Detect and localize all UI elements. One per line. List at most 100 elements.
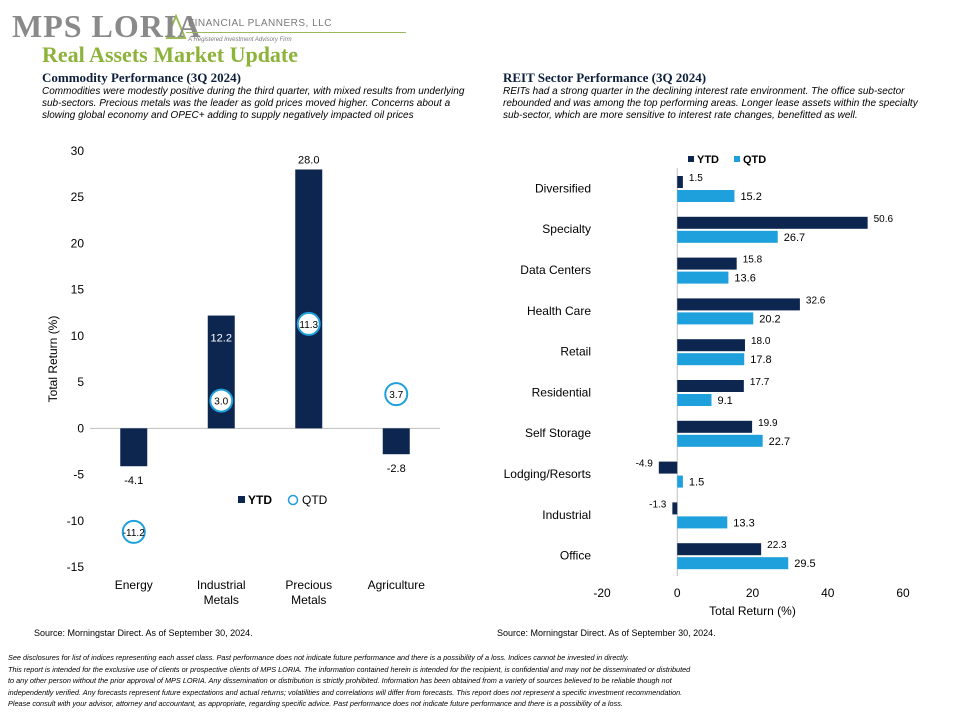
y-tick-label: -5 xyxy=(73,468,84,482)
x-category-label: Industrial xyxy=(197,578,246,592)
x-category-label: Energy xyxy=(115,578,153,592)
y-category-label: Lodging/Resorts xyxy=(504,467,591,481)
qtd-data-label: 9.1 xyxy=(717,395,732,407)
logo-subtitle: FINANCIAL PLANNERS, LLC xyxy=(188,18,332,29)
qtd-data-label: 11.3 xyxy=(299,320,318,331)
ytd-bar xyxy=(677,420,753,433)
qtd-data-label: 20.2 xyxy=(759,313,780,325)
x-tick-label: 40 xyxy=(821,586,835,600)
x-axis-label: Total Return (%) xyxy=(709,604,796,618)
reit-section-title: REIT Sector Performance (3Q 2024) xyxy=(503,70,707,85)
y-category-label: Self Storage xyxy=(525,426,591,440)
qtd-data-label: 3.0 xyxy=(214,397,228,408)
y-category-label: Data Centers xyxy=(520,263,591,277)
qtd-data-label: 26.7 xyxy=(784,232,805,244)
ytd-bar xyxy=(672,502,678,515)
qtd-marker xyxy=(209,388,234,413)
x-category-label: Metals xyxy=(291,593,326,607)
x-category-label: Metals xyxy=(204,593,239,607)
logo-mark-icon xyxy=(165,14,187,39)
y-category-label: Retail xyxy=(560,345,591,359)
qtd-data-label: 3.7 xyxy=(389,390,403,401)
qtd-bar xyxy=(677,312,754,325)
legend-qtd-label: QTD xyxy=(743,154,766,166)
disclaimer-line: Please consult with your advisor, attorn… xyxy=(8,699,623,709)
ytd-bar xyxy=(295,169,323,429)
qtd-bar xyxy=(677,557,789,570)
legend-ytd-swatch xyxy=(688,156,694,162)
ytd-data-label: 18.0 xyxy=(751,336,771,347)
ytd-data-label: 22.3 xyxy=(767,540,787,551)
ytd-data-label: 15.8 xyxy=(743,255,763,266)
qtd-bar xyxy=(677,434,763,447)
legend-qtd-swatch xyxy=(287,494,299,506)
legend-qtd-swatch xyxy=(734,156,740,162)
x-tick-label: 0 xyxy=(674,586,681,600)
ytd-bar xyxy=(120,428,148,467)
qtd-bar xyxy=(677,516,728,529)
qtd-data-label: -11.2 xyxy=(123,528,145,539)
legend-ytd-label: YTD xyxy=(697,154,719,166)
ytd-bar xyxy=(677,176,683,188)
y-category-label: Diversified xyxy=(535,181,591,195)
reit-chart: YTD QTD Diversified 1.5 15.2 Specialty 50.6 26.… xyxy=(504,154,910,618)
y-category-label: Health Care xyxy=(527,304,591,318)
legend-ytd-swatch xyxy=(238,496,245,503)
x-tick-label: 60 xyxy=(896,586,910,600)
qtd-marker xyxy=(296,311,321,336)
disclaimer-line: independently verified. Any forecasts re… xyxy=(8,687,683,697)
y-category-label: Specialty xyxy=(542,222,591,236)
legend-ytd-label: YTD xyxy=(248,493,272,507)
logo-name: MPS LORIA xyxy=(12,8,202,44)
x-category-label: Precious xyxy=(285,578,332,592)
y-tick-label: 10 xyxy=(71,329,85,343)
qtd-data-label: 15.2 xyxy=(740,191,761,203)
company-logo: MPS LORIA FINANCIAL PLANNERS, LLC A Regi… xyxy=(10,8,406,48)
qtd-data-label: 1.5 xyxy=(689,477,704,489)
ytd-data-label: -4.1 xyxy=(124,475,143,487)
ytd-bar xyxy=(677,257,737,270)
y-tick-label: -10 xyxy=(67,514,85,528)
y-tick-label: 25 xyxy=(71,190,85,204)
x-tick-label: -20 xyxy=(593,586,611,600)
disclaimer: See disclosures for list of indices repr… xyxy=(8,652,928,710)
qtd-bar xyxy=(677,230,778,243)
reit-description: REITs had a strong quarter in the declin… xyxy=(503,86,918,121)
qtd-bar xyxy=(677,271,729,284)
qtd-marker xyxy=(121,519,146,544)
qtd-bar xyxy=(677,190,735,202)
ytd-data-label: -2.8 xyxy=(387,463,406,475)
qtd-data-label: 13.3 xyxy=(733,517,754,529)
ytd-data-label: 19.9 xyxy=(758,418,778,429)
ytd-bar xyxy=(677,298,800,311)
ytd-bar xyxy=(382,428,410,455)
ytd-bar xyxy=(677,216,868,229)
x-category-label: Agriculture xyxy=(368,578,426,592)
y-category-label: Residential xyxy=(532,385,591,399)
commodity-chart: -15 -10 -5 0 5 10 15 20 25 30 Total Return (%) -4.1… xyxy=(46,144,440,607)
commodity-description: Commodities were modestly positive durin… xyxy=(42,86,465,121)
qtd-bar xyxy=(677,475,683,488)
x-tick-label: 20 xyxy=(746,586,760,600)
ytd-data-label: 32.6 xyxy=(806,295,826,306)
ytd-data-label: 12.2 xyxy=(211,333,232,345)
logo-tagline: A Registered Investment Advisory Firm xyxy=(188,37,292,43)
y-axis-label: Total Return (%) xyxy=(46,316,60,403)
ytd-data-label: 50.6 xyxy=(874,214,894,225)
y-tick-label: 20 xyxy=(71,236,85,250)
y-category-label: Office xyxy=(560,549,591,563)
y-tick-label: 5 xyxy=(77,375,84,389)
commodity-section-title: Commodity Performance (3Q 2024) xyxy=(42,70,241,85)
disclaimer-line: to any other person without the prior ap… xyxy=(8,676,672,686)
qtd-bar xyxy=(677,353,745,366)
ytd-data-label: -4.9 xyxy=(636,459,654,470)
ytd-bar xyxy=(677,543,762,556)
y-tick-label: 30 xyxy=(71,144,85,158)
legend-qtd-label: QTD xyxy=(302,493,328,507)
y-category-label: Industrial xyxy=(542,508,591,522)
disclaimer-line: See disclosures for list of indices repr… xyxy=(8,653,629,662)
qtd-data-label: 17.8 xyxy=(750,354,771,366)
qtd-bar xyxy=(677,394,712,406)
ytd-data-label: 28.0 xyxy=(298,154,319,166)
y-tick-label: 15 xyxy=(71,283,85,297)
